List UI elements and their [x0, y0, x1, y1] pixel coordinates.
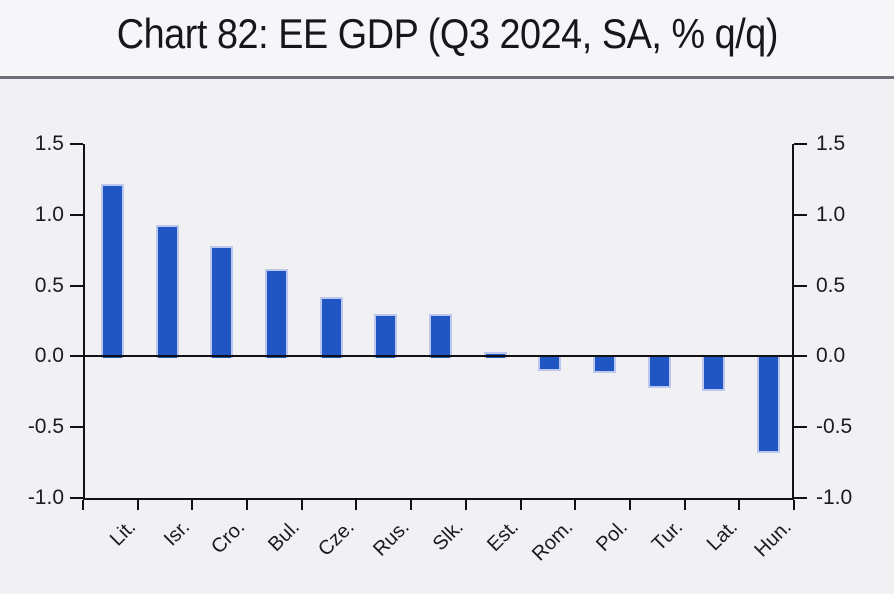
x-tick	[82, 500, 84, 510]
bar-hun	[757, 356, 781, 454]
x-axis	[83, 498, 794, 500]
y-axis-right	[792, 144, 794, 500]
bar-rus	[374, 313, 398, 359]
y-tick-label-right: 1.0	[816, 202, 846, 226]
y-tick-left	[70, 426, 83, 429]
x-tick	[683, 500, 686, 510]
y-tick-label-right: 1.5	[816, 132, 846, 155]
x-tick	[628, 500, 631, 510]
y-tick-label-left: 1.0	[34, 202, 64, 226]
bar-slk	[429, 313, 452, 359]
y-tick-right	[794, 143, 807, 145]
chart-title-bar: Chart 82: EE GDP (Q3 2024, SA, % q/q)	[0, 0, 894, 76]
y-tick-label-left: 0.5	[34, 273, 64, 297]
y-tick-left	[70, 355, 83, 358]
bar-isr	[155, 224, 179, 359]
x-label-cro: Cro.	[207, 516, 250, 559]
bar-bul	[264, 268, 288, 359]
y-tick-right	[794, 284, 807, 287]
bar-rom	[538, 356, 562, 372]
y-tick-right	[794, 213, 807, 216]
x-label-rus: Rus.	[368, 516, 414, 561]
x-tick	[410, 500, 413, 510]
bar-tur	[647, 356, 671, 389]
y-tick-left	[70, 213, 83, 216]
bar-est	[483, 352, 507, 359]
bar-chart: 1.5 1.5 1.0 1.0 0.5 0.5 0.0 0.0 -0.5 -0.5 -1.0 -1.0…	[0, 79, 894, 594]
x-label-cze: Cze.	[314, 516, 359, 561]
chart-title: Chart 82: EE GDP (Q3 2024, SA, % q/q)	[116, 10, 778, 57]
x-tick	[574, 500, 577, 510]
x-tick	[246, 500, 249, 510]
x-tick	[464, 500, 467, 510]
y-tick-label-right: 0.5	[816, 273, 846, 297]
title-divider-line	[0, 76, 894, 79]
y-tick-label-right: -0.5	[816, 415, 853, 439]
x-tick	[300, 500, 303, 510]
x-label-tur: Tur.	[647, 516, 687, 556]
x-tick	[136, 500, 139, 510]
y-tick-right	[794, 355, 807, 358]
x-label-bul: Bul.	[264, 516, 304, 556]
y-tick-label-left: -1.0	[27, 486, 64, 509]
y-tick-label-right: 0.0	[816, 344, 846, 368]
y-axis-left	[83, 144, 85, 500]
x-label-est: Est.	[482, 516, 523, 556]
x-label-pol: Pol.	[592, 516, 633, 556]
x-label-lit: Lit.	[105, 516, 140, 551]
x-label-rom: Rom.	[528, 516, 578, 566]
x-tick	[519, 500, 522, 510]
y-tick-label-left: 0.0	[34, 344, 64, 368]
bar-cro	[210, 245, 234, 359]
y-tick-right	[794, 497, 807, 499]
x-label-hun: Hun.	[750, 516, 797, 562]
bar-pol	[593, 356, 617, 373]
y-tick-left	[70, 284, 83, 287]
y-tick-label-left: -0.5	[27, 415, 64, 439]
bar-lat	[702, 356, 726, 391]
x-label-lat: Lat.	[702, 516, 742, 556]
x-label-slk: Slk.	[428, 516, 469, 556]
y-tick-right	[794, 426, 807, 429]
x-label-isr: Isr.	[160, 516, 195, 551]
x-tick	[191, 500, 194, 510]
bar-cze	[319, 296, 343, 359]
x-tick	[738, 500, 741, 510]
x-tick	[355, 500, 358, 510]
y-tick-label-right: -1.0	[816, 486, 853, 509]
bar-lit	[100, 183, 124, 359]
y-tick-label-left: 1.5	[34, 132, 64, 155]
y-tick-left	[70, 143, 83, 145]
x-tick	[793, 500, 795, 510]
zero-line	[83, 355, 794, 358]
y-tick-left	[70, 497, 83, 499]
